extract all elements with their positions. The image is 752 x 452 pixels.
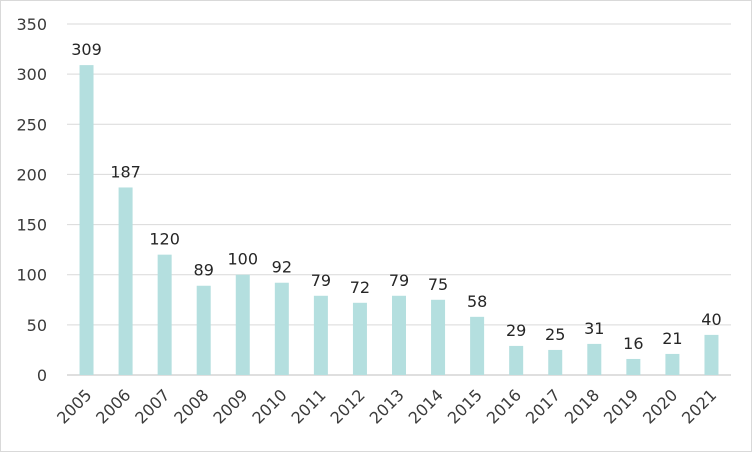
data-label-2020: 21 [662,329,682,348]
x-tick-label-2015: 2015 [444,385,486,427]
data-label-2018: 31 [584,319,604,338]
x-tick-label-2019: 2019 [600,385,642,427]
data-label-2016: 29 [506,321,526,340]
x-tick-label-2012: 2012 [327,385,369,427]
bar-2013 [392,295,406,375]
bar-2005 [79,65,94,376]
bar-2006 [118,187,133,375]
bar-2007 [157,254,172,375]
y-tick-label: 300 [16,65,47,84]
x-tick-label-2006: 2006 [92,385,134,427]
x-tick-label-2013: 2013 [366,385,408,427]
y-tick-label: 350 [16,15,47,34]
x-tick-label-2005: 2005 [53,385,95,427]
x-tick-label-2009: 2009 [209,385,251,427]
data-labels: 309 187 120 89 100 92 79 72 79 75 58 29 25 31 16 21 40 [71,40,721,353]
x-tick-label-2008: 2008 [170,385,212,427]
y-axis-tick-labels: 0 50 100 150 200 250 300 350 [16,15,47,385]
data-label-2013: 79 [389,271,409,290]
x-axis-tick-labels: 2005200620072008200920102011201220132014… [53,385,720,427]
x-tick-label-2011: 2011 [287,385,329,427]
bar-2021 [704,334,719,375]
x-tick-label-2016: 2016 [483,385,525,427]
bar-2019 [626,358,641,375]
bar-2009 [235,274,250,375]
data-label-2011: 79 [311,271,331,290]
data-label-2005: 309 [71,40,102,59]
bar-2010 [274,282,289,375]
data-label-2006: 187 [110,162,141,181]
bar-2012 [352,302,367,375]
data-label-2010: 92 [272,258,292,277]
bar-2016 [509,345,524,375]
bar-2020 [665,353,680,375]
y-tick-label: 200 [16,165,47,184]
data-label-2019: 16 [623,334,643,353]
y-tick-label: 0 [37,366,47,385]
y-tick-label: 250 [16,115,47,134]
bar-2017 [548,349,563,375]
bar-2015 [470,316,485,375]
data-label-2015: 58 [467,292,487,311]
x-tick-label-2021: 2021 [678,385,720,427]
bar-2014 [431,299,446,375]
x-tick-label-2020: 2020 [639,385,681,427]
gridlines [67,23,731,376]
bar-2008 [196,285,211,375]
data-label-2009: 100 [227,250,258,269]
x-tick-label-2018: 2018 [561,385,603,427]
x-tick-label-2007: 2007 [131,385,173,427]
y-tick-label: 100 [16,266,47,285]
data-label-2008: 89 [194,261,214,280]
data-label-2021: 40 [701,310,721,329]
data-label-2012: 72 [350,278,370,297]
y-tick-label: 150 [16,216,47,235]
data-label-2014: 75 [428,275,448,294]
bar-2011 [313,295,328,375]
bars [79,65,719,376]
data-label-2007: 120 [149,230,180,249]
bar-2018 [587,343,602,375]
data-label-2017: 25 [545,325,565,344]
y-tick-label: 50 [27,316,47,335]
x-tick-label-2014: 2014 [405,385,447,427]
x-tick-label-2010: 2010 [248,385,290,427]
x-tick-label-2017: 2017 [522,385,564,427]
